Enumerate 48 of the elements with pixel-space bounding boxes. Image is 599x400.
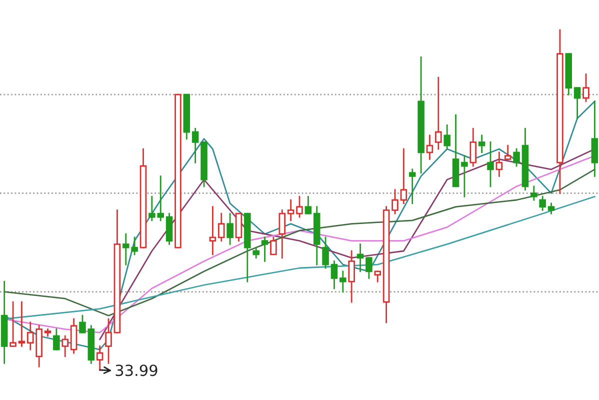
candlestick — [400, 148, 408, 204]
candlestick — [478, 134, 486, 154]
candlestick — [235, 212, 242, 242]
candlestick — [444, 124, 450, 150]
candlestick — [374, 270, 382, 282]
candlestick — [18, 301, 26, 347]
candlestick — [278, 210, 286, 258]
candlestick — [296, 196, 303, 218]
candlestick — [513, 148, 520, 167]
candlestick — [322, 236, 329, 269]
annotation: 33.99 — [116, 364, 158, 376]
candlestick — [582, 74, 590, 102]
candlestick — [392, 189, 398, 214]
candlestick — [348, 250, 355, 303]
candlestick — [192, 128, 199, 164]
candlestick — [304, 196, 312, 214]
candlestick — [105, 318, 112, 364]
candlestick — [53, 328, 60, 350]
candlestick — [435, 76, 442, 150]
candlestick — [166, 212, 173, 245]
candlestick — [426, 134, 434, 160]
candlestick — [356, 244, 364, 272]
candlestick — [574, 87, 581, 120]
candlestick — [496, 152, 503, 177]
candlestick — [461, 155, 468, 198]
candlestick — [10, 301, 16, 347]
candlestick — [79, 314, 86, 334]
candlestick — [209, 206, 216, 256]
candlestick — [287, 199, 294, 222]
candlestick — [70, 318, 78, 354]
candlestick — [252, 246, 260, 258]
candlestick — [226, 212, 234, 245]
candlestick — [366, 257, 372, 279]
candlestick — [96, 346, 104, 371]
candlestick — [530, 186, 538, 201]
candlestick — [408, 168, 416, 204]
candlestick — [261, 236, 268, 262]
candlestick — [539, 196, 546, 211]
candlestick — [340, 270, 346, 292]
candlestick — [62, 335, 68, 358]
candlestick — [330, 260, 338, 290]
candlestick — [218, 212, 225, 242]
candlestick — [548, 202, 555, 214]
candlestick — [270, 236, 277, 256]
candlestick — [487, 142, 494, 188]
candlestick — [591, 100, 598, 177]
candlestick — [470, 128, 477, 167]
candlestick — [504, 144, 512, 160]
